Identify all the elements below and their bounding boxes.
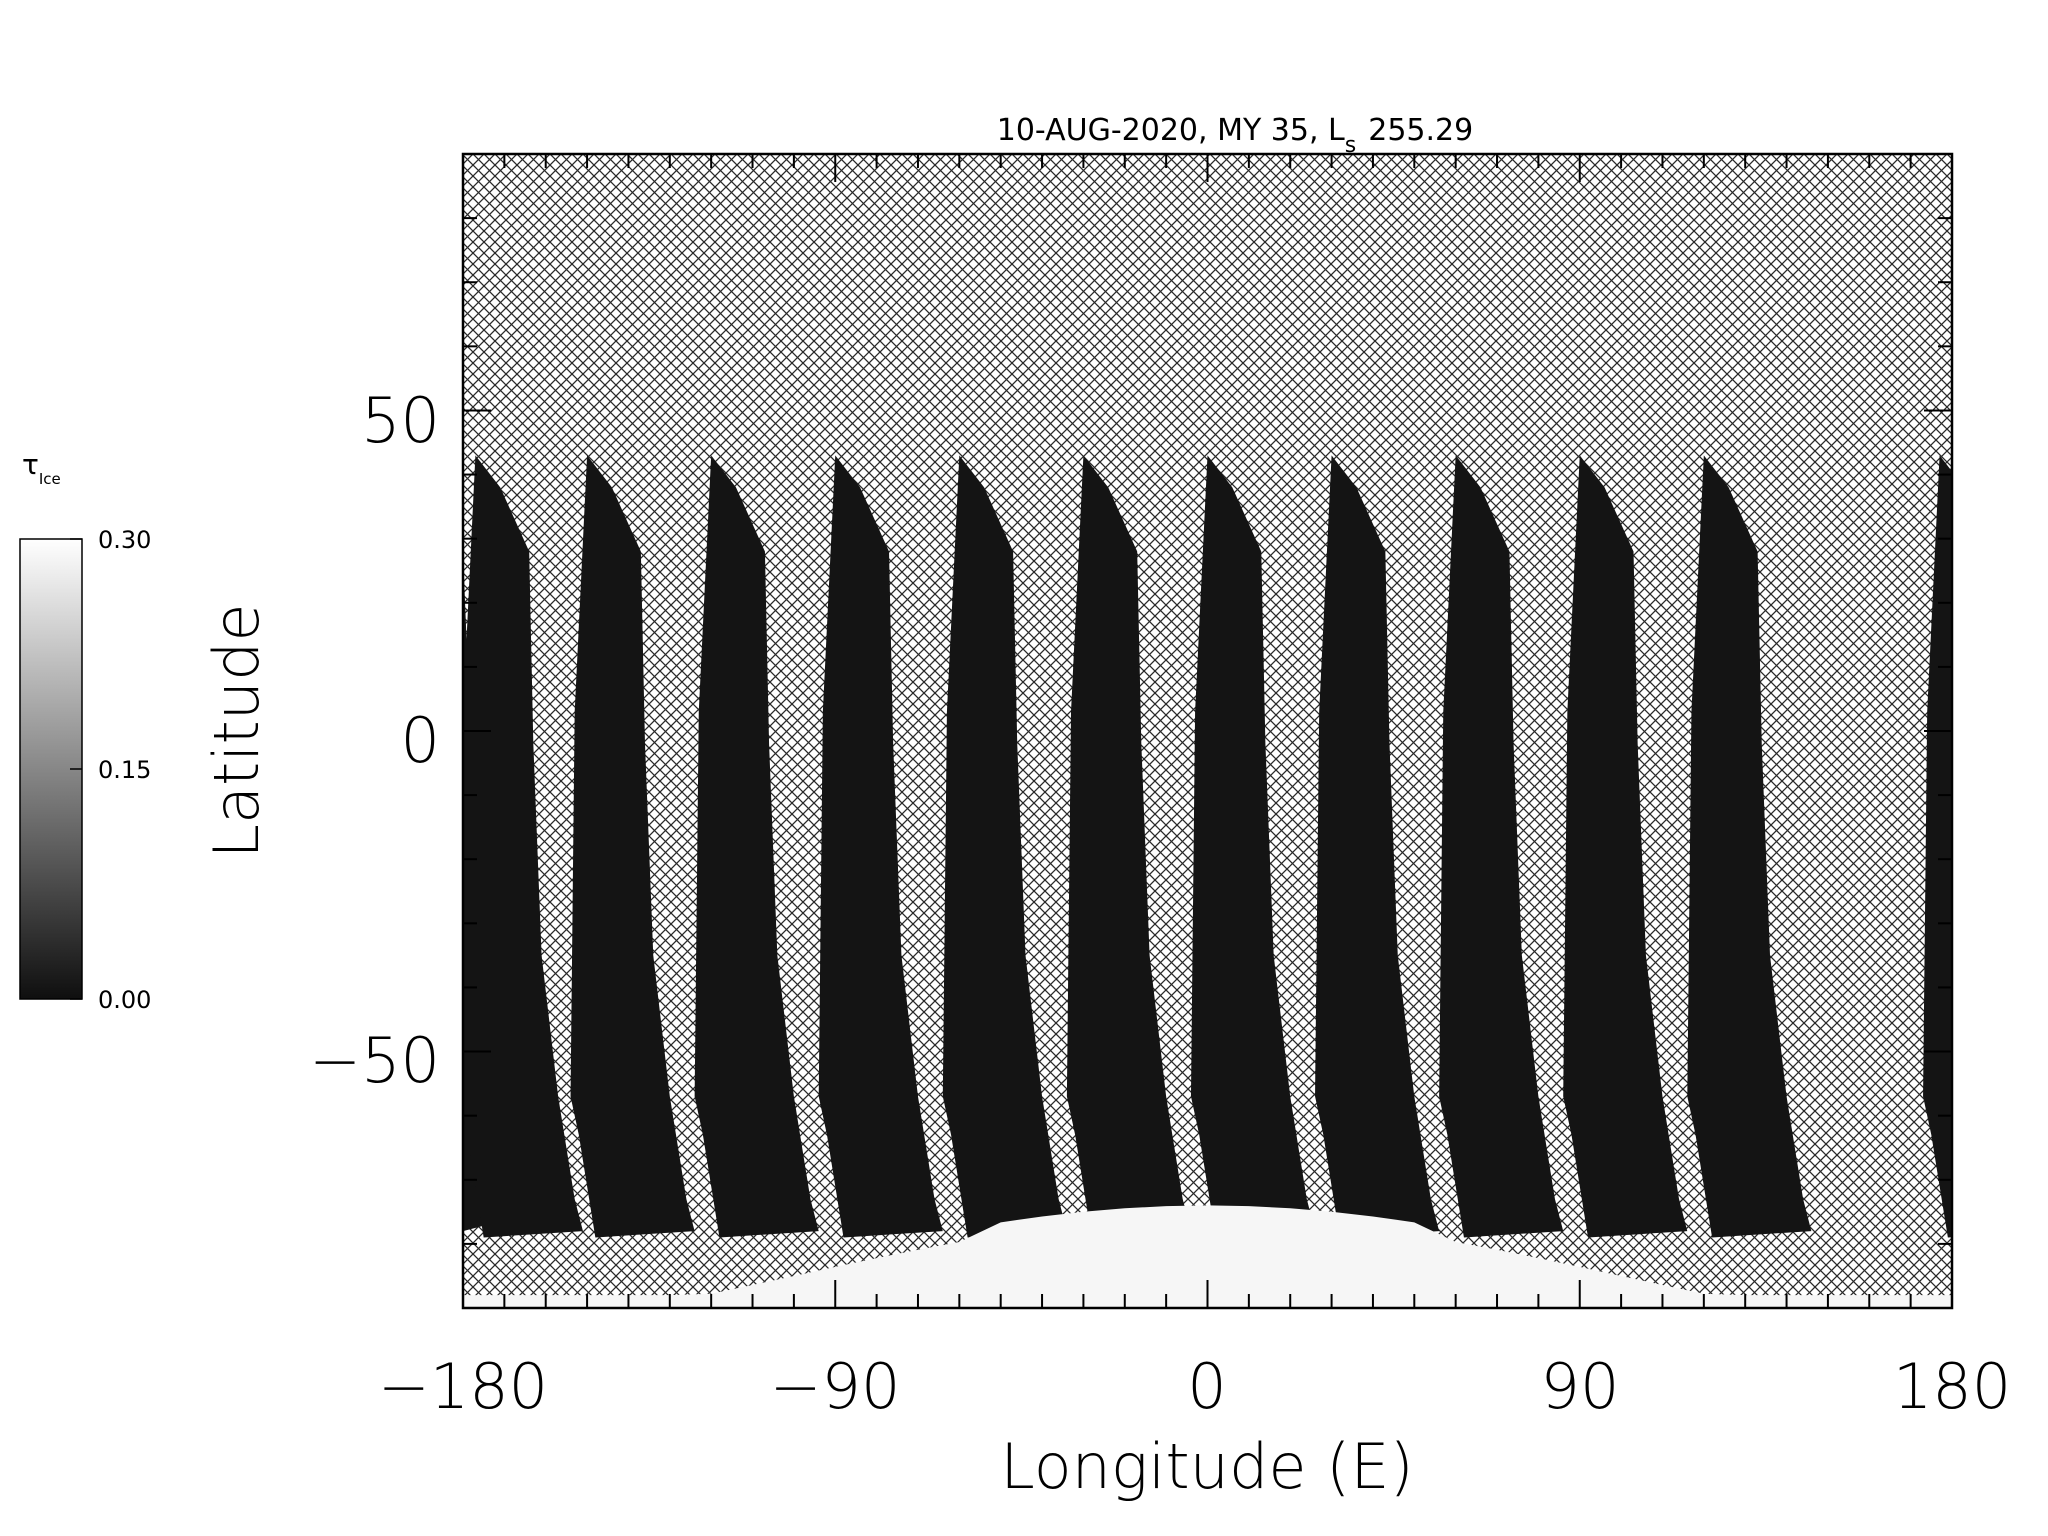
colorbar-tick-label: 0.30 xyxy=(98,526,151,554)
chart-title-value: 255.29 xyxy=(1368,113,1473,148)
chart-title: 10-AUG-2020, MY 35, Ls 255.29 xyxy=(997,113,1473,158)
y-axis-labels: 50 0 −50 xyxy=(309,384,440,1097)
colorbar-tick-label: 0.00 xyxy=(98,986,151,1014)
x-tick-label: 90 xyxy=(1541,1350,1620,1423)
orbit-swath xyxy=(818,455,943,1238)
colorbar: τIce 0.30 0.15 0.00 xyxy=(19,448,151,1014)
x-tick-label: −90 xyxy=(770,1350,901,1423)
orbit-swath xyxy=(463,455,583,1238)
orbit-swath xyxy=(1563,455,1688,1238)
x-tick-label: −180 xyxy=(378,1350,548,1423)
orbit-swath xyxy=(570,455,695,1238)
orbit-swath xyxy=(1066,455,1191,1238)
y-tick-label: −50 xyxy=(309,1024,440,1097)
orbit-swath xyxy=(1315,455,1440,1238)
colorbar-symbol: τ xyxy=(22,448,39,481)
orbit-swath xyxy=(942,455,1067,1238)
y-axis-title: Latitude xyxy=(200,603,273,858)
x-axis-title: Longitude (E) xyxy=(1000,1430,1413,1503)
orbit-swath xyxy=(1687,455,1812,1238)
orbit-swath xyxy=(1190,455,1316,1238)
colorbar-tick-label: 0.15 xyxy=(98,756,151,784)
x-tick-label: 0 xyxy=(1187,1350,1226,1423)
y-tick-label: 50 xyxy=(361,384,440,457)
orbit-swath xyxy=(1439,455,1564,1238)
colorbar-label: τIce xyxy=(22,448,61,488)
plot-area xyxy=(463,154,1952,1308)
orbit-swath xyxy=(1923,455,1952,1238)
colorbar-subscript: Ice xyxy=(39,470,61,488)
x-axis-labels: −180 −90 0 90 180 xyxy=(378,1350,2011,1423)
x-tick-label: 180 xyxy=(1893,1350,2011,1423)
chart-title-subscript: s xyxy=(1345,133,1356,158)
orbit-swath xyxy=(694,455,819,1238)
y-tick-label: 0 xyxy=(401,704,440,777)
axis-ticks xyxy=(462,153,1953,1309)
chart-title-main: 10-AUG-2020, MY 35, L xyxy=(997,113,1345,148)
swath-group xyxy=(463,455,1952,1238)
